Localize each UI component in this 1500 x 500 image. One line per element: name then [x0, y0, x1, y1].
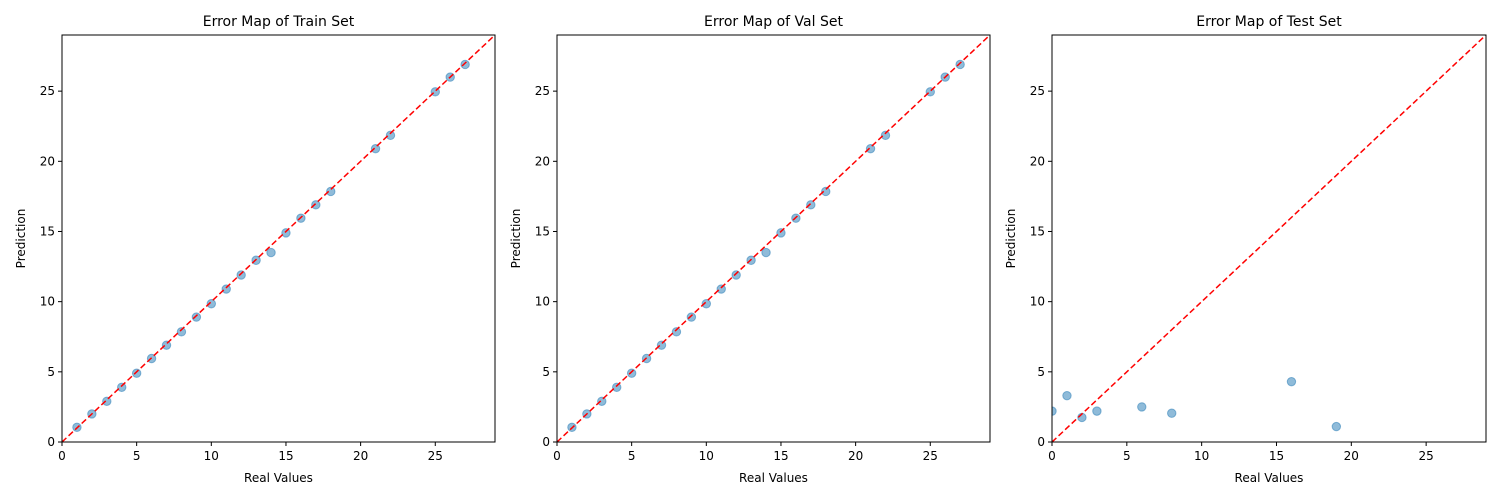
data-point	[880, 130, 891, 141]
x-tick-label: 15	[773, 449, 788, 463]
x-tick-label: 10	[204, 449, 219, 463]
reference-line	[1052, 35, 1486, 442]
axes-frame	[1051, 34, 1487, 443]
y-tick-label: 0	[47, 435, 55, 449]
chart-title: Error Map of Test Set	[1196, 14, 1342, 30]
x-tick-label: 5	[1123, 449, 1131, 463]
data-point	[281, 228, 291, 238]
data-point	[686, 312, 697, 322]
y-tick-label: 10	[535, 295, 550, 309]
chart-panel-3: 0 5 10 15 20 25 0 5 10 15 20 25 Error Map of Test Se…	[1004, 14, 1487, 485]
data-point	[131, 368, 142, 378]
data-point	[716, 284, 726, 294]
data-point	[311, 200, 321, 210]
y-axis-label: Prediction	[1004, 209, 1018, 269]
x-axis-label: Real Values	[244, 471, 313, 485]
y-tick-label: 15	[1030, 224, 1045, 238]
y-axis-label: Prediction	[509, 209, 523, 269]
x-tick-label: 15	[278, 449, 293, 463]
y-tick-label: 15	[535, 224, 550, 238]
y-tick-label: 0	[1037, 435, 1045, 449]
data-point	[1062, 390, 1072, 401]
plot-area	[1052, 35, 1486, 442]
chart-title: Error Map of Val Set	[704, 14, 843, 30]
data-point	[1137, 402, 1147, 412]
data-point	[385, 130, 396, 141]
data-point	[761, 247, 771, 258]
y-tick-label: 15	[40, 224, 55, 238]
x-tick-label: 5	[628, 449, 636, 463]
x-tick-label: 20	[848, 449, 863, 463]
x-tick-label: 25	[428, 449, 443, 463]
data-point	[191, 312, 202, 322]
data-point	[806, 200, 816, 210]
x-axis-label: Real Values	[1235, 471, 1304, 485]
x-tick-label: 25	[923, 449, 938, 463]
x-tick-label: 20	[1344, 449, 1359, 463]
x-axis-label: Real Values	[739, 471, 808, 485]
data-point	[236, 270, 246, 280]
data-point	[370, 143, 381, 154]
x-tick-label: 25	[1418, 449, 1433, 463]
data-point	[176, 327, 187, 337]
x-tick-label: 20	[353, 449, 368, 463]
chart-panel-1: 0 5 10 15 20 25 0 5 10 15 20 25 Error Map of Train S…	[14, 14, 496, 485]
reference-line	[557, 35, 990, 442]
data-point	[326, 186, 336, 197]
data-point	[821, 186, 831, 197]
axes-frame	[556, 34, 991, 443]
reference-line	[62, 35, 495, 442]
data-point	[671, 327, 682, 337]
data-point	[117, 382, 127, 392]
x-tick-label: 0	[553, 449, 561, 463]
x-tick-label: 10	[699, 449, 714, 463]
data-point	[1167, 408, 1177, 418]
x-tick-label: 15	[1269, 449, 1284, 463]
data-point	[656, 340, 667, 350]
data-point	[865, 143, 876, 154]
y-tick-label: 10	[40, 295, 55, 309]
y-axis-label: Prediction	[14, 209, 28, 269]
data-point	[1331, 421, 1342, 432]
data-point	[955, 59, 965, 70]
data-point	[776, 228, 786, 238]
chart-title: Error Map of Train Set	[203, 14, 355, 30]
data-point	[626, 368, 637, 378]
y-tick-label: 5	[47, 365, 55, 379]
data-point	[1286, 376, 1297, 387]
data-point	[221, 284, 231, 294]
data-point	[1092, 406, 1102, 416]
data-point	[460, 59, 470, 70]
plot-area	[557, 35, 990, 442]
data-point	[597, 396, 607, 406]
y-tick-label: 0	[542, 435, 550, 449]
y-tick-label: 5	[1037, 365, 1045, 379]
chart-panel-2: 0 5 10 15 20 25 0 5 10 15 20 25 Error Map of Val Set…	[509, 14, 991, 485]
data-point	[701, 299, 712, 309]
y-tick-label: 5	[542, 365, 550, 379]
x-tick-label: 0	[58, 449, 66, 463]
data-point	[266, 247, 276, 258]
y-tick-label: 25	[1030, 84, 1045, 98]
y-tick-label: 25	[40, 84, 55, 98]
x-tick-label: 5	[133, 449, 141, 463]
plot-area	[62, 35, 495, 442]
data-point	[206, 299, 217, 309]
y-tick-label: 25	[535, 84, 550, 98]
data-point	[612, 382, 622, 392]
x-tick-label: 10	[1194, 449, 1209, 463]
y-tick-label: 20	[40, 154, 55, 168]
y-tick-label: 20	[1030, 154, 1045, 168]
axes-frame	[61, 34, 496, 443]
y-tick-label: 10	[1030, 295, 1045, 309]
data-point	[731, 270, 741, 280]
y-tick-label: 20	[535, 154, 550, 168]
data-point	[102, 396, 112, 406]
x-tick-label: 0	[1048, 449, 1056, 463]
data-point	[161, 340, 172, 350]
